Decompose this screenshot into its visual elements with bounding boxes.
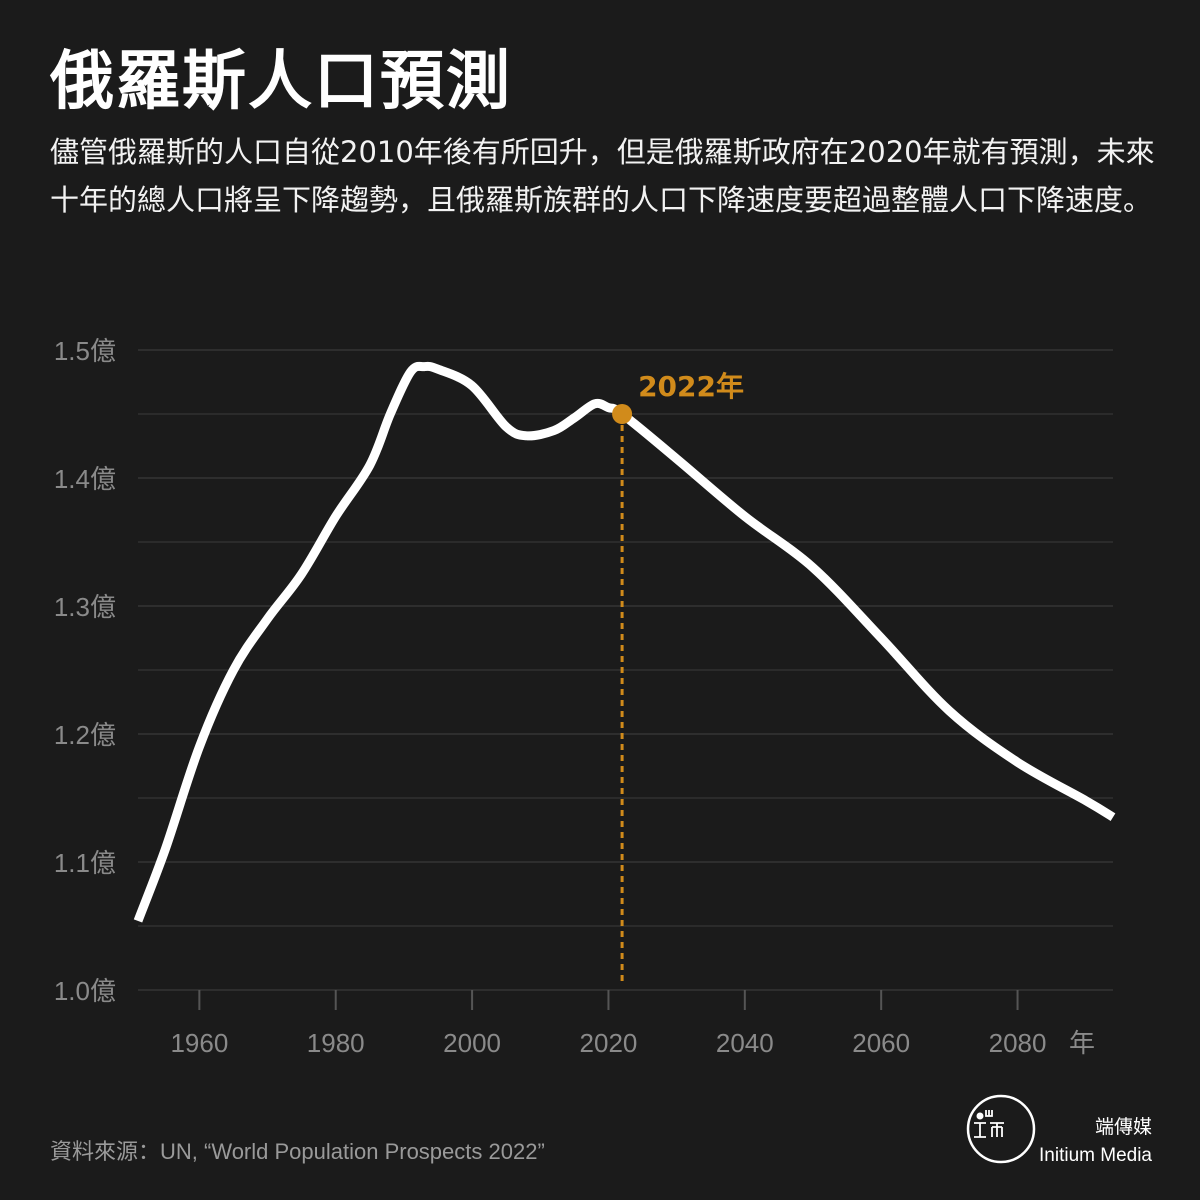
highlight-point-2022	[612, 404, 633, 424]
x-tick-label: 2080	[989, 1028, 1047, 1058]
chart-description: 儘管俄羅斯的人口自從2010年後有所回升，但是俄羅斯政府在2020年就有預測，未…	[50, 135, 1155, 217]
y-tick-label: 1.3億	[54, 592, 116, 622]
source-note: 資料來源：UN, “World Population Prospects 202…	[50, 1139, 545, 1164]
series-line-population	[133, 361, 1116, 923]
brand-name-zh: 端傳媒	[1094, 1117, 1152, 1138]
x-tick-label: 2040	[716, 1028, 774, 1058]
x-tick-label: 2000	[443, 1028, 501, 1058]
y-axis-ticks: 1.0億 1.1億 1.2億 1.3億 1.4億 1.5億	[54, 336, 116, 1006]
x-tick-label: 1960	[170, 1028, 228, 1058]
brand-block: 端傳媒 Initium Media	[1039, 1112, 1152, 1167]
y-tick-label: 1.4億	[54, 464, 116, 494]
initium-logo	[966, 1094, 1036, 1164]
y-tick-label: 1.1億	[54, 848, 116, 878]
grid-lines	[138, 349, 1113, 991]
x-tick-label: 1980	[307, 1028, 365, 1058]
y-tick-label: 1.2億	[54, 720, 116, 750]
highlight-label: 2022年	[638, 370, 744, 403]
chart-title: 俄羅斯人口預測	[50, 45, 512, 119]
x-tick-label: 2020	[580, 1028, 638, 1058]
y-tick-label: 1.5億	[54, 336, 116, 366]
series-layer	[133, 361, 1116, 923]
y-tick-label: 1.0億	[54, 976, 116, 1006]
x-axis-label: 年	[1069, 1029, 1095, 1059]
x-tick-label: 2060	[852, 1028, 910, 1058]
x-axis-ticks: 1960 1980 2000 2020 2040 2060 2080 年	[170, 990, 1095, 1059]
highlight-layer: 2022年	[612, 370, 744, 985]
brand-name-en: Initium Media	[1039, 1145, 1152, 1166]
